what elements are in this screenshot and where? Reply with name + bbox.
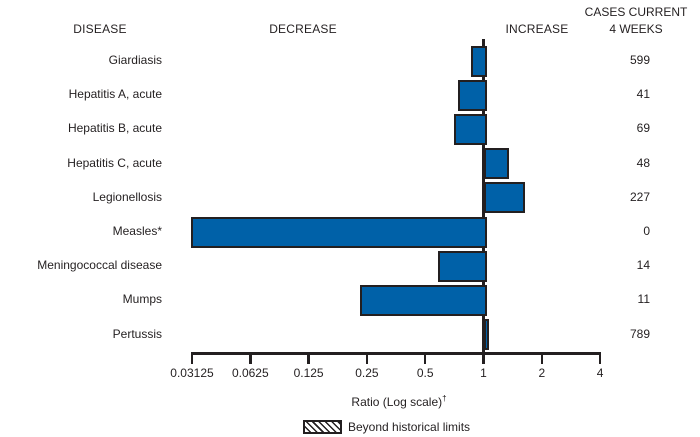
row-label-disease: Mumps — [122, 292, 162, 307]
x-axis-tick-label: 0.03125 — [170, 366, 214, 380]
row-cases-value: 227 — [629, 189, 650, 204]
x-axis-tick — [423, 352, 427, 364]
row-label-disease: Legionellosis — [92, 189, 162, 204]
row-cases-value: 599 — [629, 53, 650, 67]
x-axis-tick-label: 4 — [596, 366, 604, 380]
x-axis-tick-label: 0.25 — [355, 366, 379, 380]
column-header-decrease: DECREASE — [269, 22, 337, 36]
ratio-bar — [483, 319, 489, 351]
row-label-disease: Hepatitis A, acute — [68, 87, 162, 102]
x-axis-tick — [598, 352, 602, 364]
row-cases-value: 48 — [636, 155, 650, 170]
ratio-bar — [458, 79, 488, 111]
x-axis-tick-label: 1 — [480, 366, 487, 380]
x-axis-tick-label: 0.5 — [416, 366, 434, 380]
column-header-cases-line1: CASES CURRENT — [584, 5, 688, 19]
ratio-bar — [470, 45, 488, 77]
row-cases-value: 41 — [636, 87, 650, 102]
ratio-bar — [191, 216, 488, 248]
x-axis-tick — [249, 352, 252, 364]
column-header-increase: INCREASE — [505, 22, 569, 36]
ratio-bar — [483, 148, 509, 180]
x-axis-tick-label: 2 — [538, 366, 546, 380]
ratio-bar — [359, 284, 488, 316]
row-label-disease: Giardiasis — [108, 53, 162, 67]
column-header-cases-line2: 4 WEEKS — [609, 22, 663, 36]
x-axis-title-text: Ratio (Log scale) — [351, 395, 443, 409]
x-axis-tick — [307, 352, 310, 364]
x-axis-tick — [365, 352, 369, 364]
x-axis-title: Ratio (Log scale)† — [299, 394, 499, 409]
ratio-bar — [483, 182, 526, 214]
x-axis-line — [190, 352, 602, 355]
x-axis-tick-label: 0.125 — [293, 366, 324, 380]
row-cases-value: 69 — [636, 121, 650, 136]
x-axis-tick — [482, 352, 485, 364]
row-cases-value: 11 — [637, 292, 650, 307]
legend-label: Beyond historical limits — [348, 420, 471, 434]
row-label-disease: Hepatitis B, acute — [67, 121, 162, 136]
legend-hatched-swatch — [303, 420, 342, 434]
row-cases-value: 789 — [629, 326, 650, 341]
x-axis-tick-label: 0.0625 — [231, 366, 269, 380]
ratio-bar — [453, 113, 488, 145]
row-label-disease: Pertussis — [112, 326, 162, 341]
x-axis-title-dagger: † — [442, 394, 447, 403]
row-label-disease: Hepatitis C, acute — [67, 155, 162, 170]
ratio-bar — [437, 250, 488, 282]
row-label-disease: Meningococcal disease — [37, 258, 162, 273]
x-axis-tick — [190, 352, 194, 364]
x-axis-tick — [540, 352, 544, 364]
row-cases-value: 14 — [636, 258, 650, 273]
row-label-disease: Measles* — [112, 224, 162, 238]
column-header-disease: DISEASE — [73, 22, 127, 36]
row-cases-value: 0 — [643, 224, 650, 238]
column-header-cases: CASES CURRENT 4 WEEKS — [576, 4, 696, 38]
